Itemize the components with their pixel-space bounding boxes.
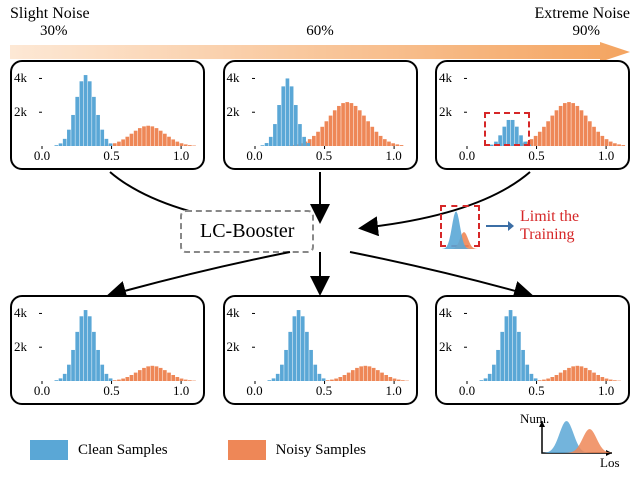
hist-panel-top-60: 2k4k0.00.51.0: [223, 60, 418, 170]
legend: Clean Samples Noisy Samples: [30, 440, 366, 460]
pct-90: 90%: [573, 23, 601, 40]
pct-30: 30%: [40, 23, 68, 40]
arrow-right-icon: [486, 219, 514, 233]
hist-panel-top-90: 2k4k0.00.51.0: [435, 60, 630, 170]
legend-clean: Clean Samples: [30, 440, 168, 460]
top-panels-row: 2k4k0.00.51.0 2k4k0.00.51.0 2k4k0.00.51.…: [10, 60, 630, 170]
clean-swatch: [30, 440, 68, 460]
limit-text: Limit the Training: [520, 208, 579, 243]
legend-clean-label: Clean Samples: [78, 442, 168, 459]
pct-60: 60%: [306, 23, 334, 40]
limit-dashed-icon: [440, 205, 480, 247]
hist-panel-top-30: 2k4k0.00.51.0: [10, 60, 205, 170]
legend-noisy-label: Noisy Samples: [276, 442, 366, 459]
lc-booster-box: LC-Booster: [180, 210, 314, 253]
lc-booster-label: LC-Booster: [200, 220, 294, 242]
svg-text:Loss: Loss: [600, 455, 620, 468]
slight-noise-label: Slight Noise: [10, 5, 90, 23]
gradient-arrow: [10, 42, 630, 62]
noisy-swatch: [228, 440, 266, 460]
limit-mini-hist: [442, 207, 482, 249]
noise-arrow-bar: Slight Noise Extreme Noise 30% 60% 90%: [10, 5, 630, 60]
hist-panel-bot-90: 2k4k0.00.51.0: [435, 295, 630, 405]
hist-panel-bot-30: 2k4k0.00.51.0: [10, 295, 205, 405]
flow-arrows-bottom: [10, 250, 630, 300]
mini-axis-icon: Loss Num.: [520, 413, 620, 468]
extreme-noise-label: Extreme Noise: [534, 5, 630, 23]
svg-text:Num.: Num.: [520, 413, 549, 426]
bottom-panels-row: 2k4k0.00.51.0 2k4k0.00.51.0 2k4k0.00.51.…: [10, 295, 630, 405]
mini-axis-legend: Loss Num.: [520, 413, 620, 473]
limit-callout: Limit the Training: [440, 205, 579, 247]
legend-noisy: Noisy Samples: [228, 440, 366, 460]
hist-panel-bot-60: 2k4k0.00.51.0: [223, 295, 418, 405]
